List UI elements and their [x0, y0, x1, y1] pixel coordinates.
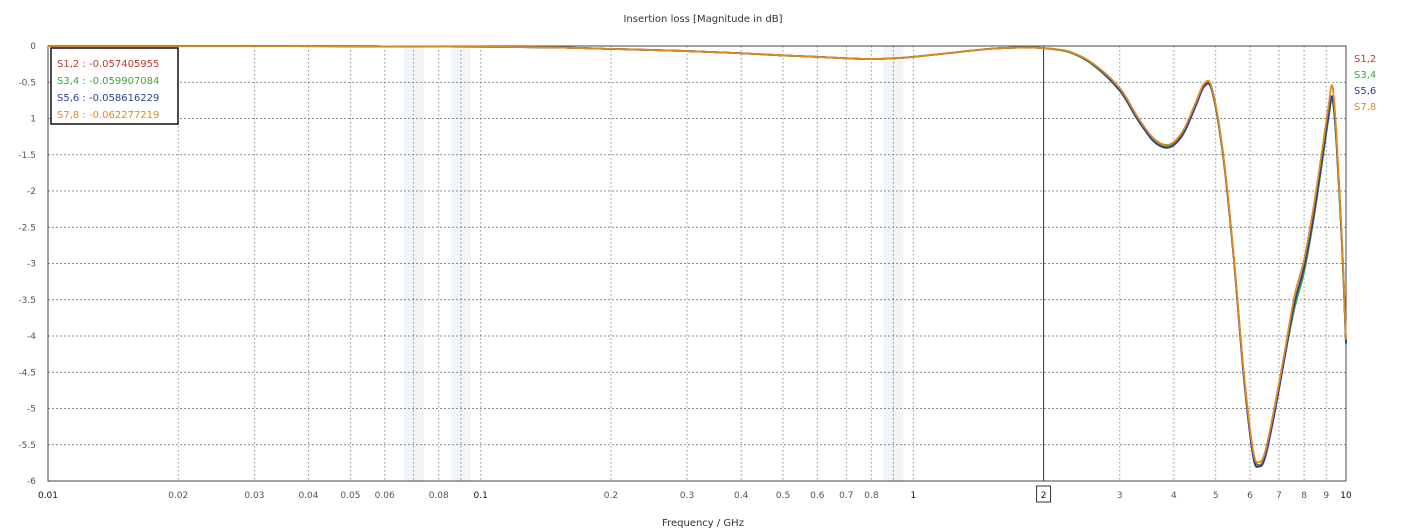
x-tick-label: 0.01	[38, 491, 58, 501]
y-tick-label: -6	[27, 477, 36, 487]
series-end-label: S3,4	[1354, 70, 1376, 81]
marker-label-box[interactable]	[1036, 485, 1052, 503]
chart-title: Insertion loss [Magnitude in dB]	[623, 14, 782, 25]
y-tick-label: -3	[27, 260, 36, 270]
y-tick-label: -3.5	[18, 296, 36, 306]
x-tick-label: 2	[1041, 491, 1047, 501]
x-tick-label: 0.06	[375, 491, 395, 501]
x-tick-label: 9	[1323, 491, 1329, 501]
x-tick-label: 3	[1117, 491, 1123, 501]
series-end-labels: S1,2 S3,4 S5,6 S7,8	[1354, 54, 1376, 113]
series-end-label: S5,6	[1354, 86, 1376, 97]
x-tick-label: 1	[910, 491, 916, 501]
x-axis-label: Frequency / GHz	[662, 518, 744, 529]
y-tick-label: -5	[27, 405, 36, 415]
legend-entry: S7,8 : -0.062277219	[57, 110, 159, 121]
x-tick-label: 0.7	[839, 491, 853, 501]
y-tick-label: 0	[30, 42, 36, 52]
legend-entry: S3,4 : -0.059907084	[57, 76, 159, 87]
y-axis-ticks: 0 -0.5 1 -1.5 -2 -2.5 -3 -3.5 -4 -4.5 -5 -5.5 -6	[18, 42, 36, 487]
x-tick-label: 7	[1276, 491, 1282, 501]
x-tick-label: 0.6	[810, 491, 825, 501]
y-tick-label: -2	[27, 187, 36, 197]
y-tick-label: -4.5	[18, 368, 36, 378]
x-axis-ticks: 0.01 0.02 0.03 0.04 0.05 0.06 0.08 0.1 0.2 0.3 0.4…	[38, 485, 1352, 503]
x-tick-label: 0.1	[474, 491, 488, 501]
x-tick-label: 0.5	[776, 491, 790, 501]
legend-entry: S1,2 : -0.057405955	[57, 59, 159, 70]
x-tick-label: 0.03	[244, 491, 264, 501]
series-end-label: S1,2	[1354, 54, 1376, 65]
x-tick-label: 4	[1171, 491, 1177, 501]
legend-entry: S5,6 : -0.058616229	[57, 93, 159, 104]
y-tick-label: -1.5	[18, 151, 36, 161]
x-tick-label: 0.2	[604, 491, 618, 501]
y-tick-label: -0.5	[18, 78, 36, 88]
series-end-label: S7,8	[1354, 102, 1376, 113]
x-tick-label: 0.05	[340, 491, 360, 501]
legend-box	[50, 47, 179, 125]
x-tick-label: 0.08	[429, 491, 449, 501]
x-tick-label: 0.3	[680, 491, 694, 501]
series-line-S7-8	[47, 45, 1347, 464]
x-tick-label: 0.4	[734, 491, 749, 501]
x-tick-label: 8	[1301, 491, 1307, 501]
series-lines	[47, 45, 1347, 469]
x-tick-label: 6	[1247, 491, 1253, 501]
y-tick-label: -2.5	[18, 223, 36, 233]
plot-frame	[47, 45, 1347, 482]
y-tick-label: -5.5	[18, 441, 36, 451]
x-tick-label: 0.8	[864, 491, 879, 501]
x-tick-label: 5	[1213, 491, 1219, 501]
x-tick-label: 0.02	[168, 491, 188, 501]
y-tick-label: 1	[30, 115, 36, 125]
legend: S1,2 : -0.057405955 S3,4 : -0.059907084 S5…	[50, 47, 179, 125]
y-tick-label: -4	[27, 332, 36, 342]
x-tick-label: 0.04	[298, 491, 318, 501]
x-tick-label: 10	[1340, 491, 1352, 501]
